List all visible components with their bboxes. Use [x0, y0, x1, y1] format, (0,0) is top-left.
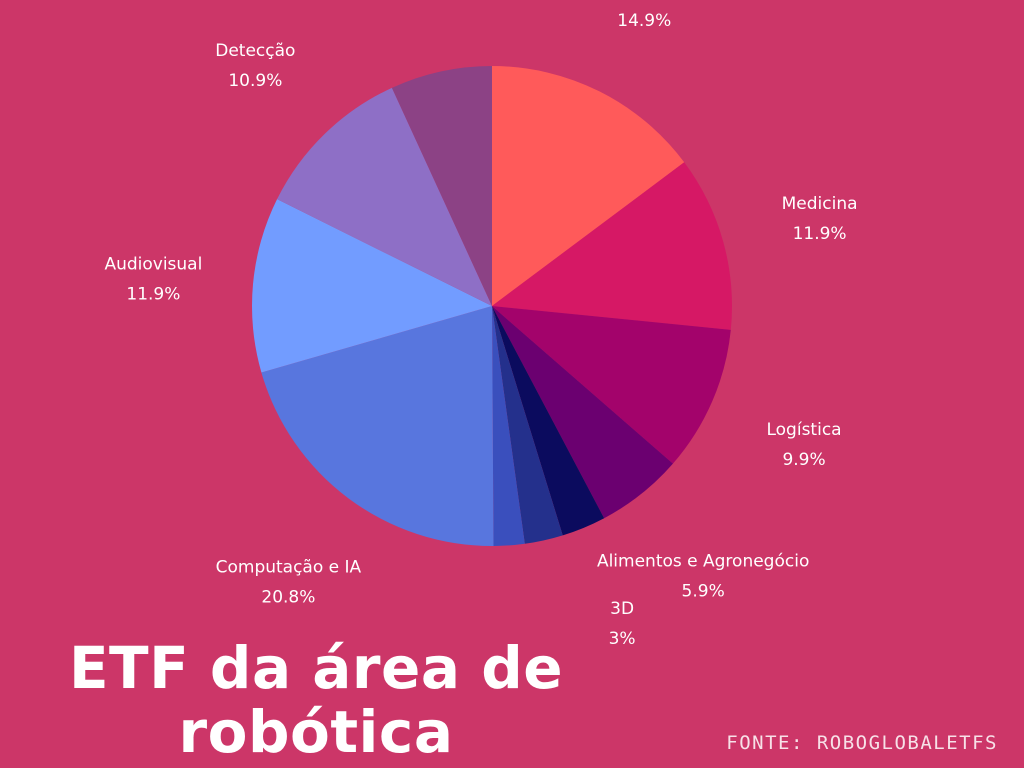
slice-label: Alimentos e Agronegócio: [597, 551, 809, 571]
pie-slices: [251, 66, 732, 546]
pie-slice: [492, 66, 685, 306]
slice-value-label: 6.9%: [398, 0, 441, 3]
slice-value-label: 11.9%: [126, 284, 180, 304]
slice-value-label: 9.9%: [782, 450, 825, 470]
pie-slice: [492, 306, 605, 536]
slice-value-label: 3%: [609, 629, 636, 649]
title-line-2: robótica: [178, 698, 454, 766]
slice-value-label: 20.8%: [261, 587, 315, 607]
pie-slice: [391, 66, 492, 306]
slice-value-label: 10.9%: [228, 71, 282, 91]
slice-value-label: 14.9%: [617, 11, 671, 31]
source-note: FONTE: ROBOGLOBALETFS: [726, 732, 998, 754]
slice-label: 3D: [610, 599, 634, 619]
pie-labels: Indústria e manufaturação 14.9% Medicina 11…: [104, 0, 857, 649]
slice-label: Detecção: [215, 41, 295, 61]
pie-slice: [492, 306, 525, 546]
title-line-1: ETF da área de: [68, 634, 564, 702]
pie-slice: [277, 87, 492, 306]
slice-value-label: 11.9%: [793, 224, 847, 244]
slice-label: Indústria e manufaturação: [531, 0, 757, 1]
pie-slice: [492, 306, 731, 464]
pie-slice: [492, 162, 732, 330]
pie-slice: [251, 199, 492, 373]
slice-label: Logística: [766, 420, 841, 440]
slice-label: Computação e IA: [216, 557, 362, 577]
pie-slice: [492, 306, 673, 519]
slice-label: Audiovisual: [104, 254, 202, 274]
slice-value-label: 5.9%: [682, 581, 725, 601]
pie-slice: [261, 306, 494, 546]
slice-label: Medicina: [782, 194, 858, 214]
page-title: ETF da área de robótica: [36, 636, 596, 764]
pie-slice: [492, 306, 563, 544]
